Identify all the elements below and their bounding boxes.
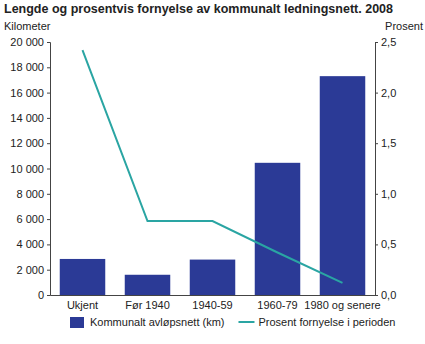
tick-mark: [47, 143, 50, 144]
tick-label: 1940-59: [192, 299, 232, 311]
tick-label: 0,0: [381, 289, 396, 301]
tick-mark: [47, 270, 50, 271]
chart: Lengde og prosentvis fornyelse av kommun…: [0, 0, 425, 344]
tick: 1,5: [375, 137, 396, 149]
tick-mark: [47, 93, 50, 94]
tick: 2 000: [16, 264, 50, 276]
legend-swatch: [70, 317, 84, 328]
y2-axis: 0,0 0,5 1,0 1,5 2,0 2,5: [375, 36, 396, 301]
tick: 14 000: [10, 112, 50, 124]
tick-label: 18 000: [10, 61, 44, 73]
bar: [60, 259, 106, 295]
tick: 18 000: [10, 61, 50, 73]
tick: 1960-79: [257, 295, 297, 311]
y-axis-title: Kilometer: [4, 20, 51, 32]
axis-line: [47, 43, 51, 296]
tick: Ukjent: [67, 295, 98, 311]
tick: 16 000: [10, 87, 50, 99]
y-axis: 0 2 000 4 000 6 000 8 000 10 000 12 000 14 000 1…: [10, 36, 50, 301]
title: Lengde og prosentvis fornyelse av kommun…: [4, 2, 393, 16]
tick-label: 8 000: [16, 188, 44, 200]
tick-mark: [47, 118, 50, 119]
bar: [125, 275, 171, 295]
tick-mark: [47, 295, 50, 296]
tick: 10 000: [10, 163, 50, 175]
bar: [190, 260, 236, 295]
tick: 8 000: [16, 188, 50, 200]
tick: 1980 og senere: [304, 295, 380, 311]
tick: 0,5: [375, 238, 396, 250]
tick: 1,0: [375, 188, 396, 200]
x-axis: Ukjent Før 1940 1940-59 1960-79 1980 og sene…: [51, 295, 381, 311]
tick-mark: [47, 67, 50, 68]
tick: 2,0: [375, 87, 396, 99]
legend-label: Prosent fornyelse i perioden: [258, 316, 395, 328]
tick-mark: [47, 42, 50, 43]
tick: Før 1940: [125, 295, 170, 311]
tick-label: 14 000: [10, 112, 44, 124]
tick: 1940-59: [192, 295, 232, 311]
tick-label: 0: [38, 289, 44, 301]
tick-label: 1960-79: [257, 299, 297, 311]
tick: 0: [38, 289, 50, 301]
legend-swatch: [238, 321, 254, 323]
line: [83, 50, 343, 283]
legend: Kommunalt avløpsnett (km) Prosent fornyel…: [70, 316, 395, 328]
tick-mark: [47, 194, 50, 195]
tick-mark: [47, 244, 50, 245]
tick-mark: [375, 244, 378, 245]
tick-label: 10 000: [10, 163, 44, 175]
tick-label: 1980 og senere: [304, 299, 380, 311]
y2-axis-title: Prosent: [385, 20, 423, 32]
tick-label: 16 000: [10, 87, 44, 99]
tick: 12 000: [10, 137, 50, 149]
tick: 4 000: [16, 238, 50, 250]
tick: 2,5: [375, 36, 396, 48]
tick-label: 20 000: [10, 36, 44, 48]
tick-label: 0,5: [381, 238, 396, 250]
tick-label: 12 000: [10, 137, 44, 149]
axis-line: [376, 43, 379, 296]
tick-label: Før 1940: [125, 299, 170, 311]
tick: 20 000: [10, 36, 50, 48]
tick-mark: [375, 93, 378, 94]
bar: [320, 76, 366, 295]
tick-label: 4 000: [16, 238, 44, 250]
tick-label: 1,5: [381, 137, 396, 149]
tick-label: 1,0: [381, 188, 396, 200]
tick-label: 2,5: [381, 36, 396, 48]
tick-label: 2,0: [381, 87, 396, 99]
tick-label: 2 000: [16, 264, 44, 276]
tick-label: 6 000: [16, 213, 44, 225]
plot-marks: [60, 50, 366, 295]
tick-mark: [375, 42, 378, 43]
tick-label: Ukjent: [67, 299, 98, 311]
tick-mark: [375, 194, 378, 195]
tick-mark: [47, 219, 50, 220]
tick-mark: [375, 143, 378, 144]
axis-line: [51, 295, 376, 296]
legend-label: Kommunalt avløpsnett (km): [90, 316, 224, 328]
bar: [255, 163, 301, 295]
tick-mark: [47, 169, 50, 170]
tick: 6 000: [16, 213, 50, 225]
